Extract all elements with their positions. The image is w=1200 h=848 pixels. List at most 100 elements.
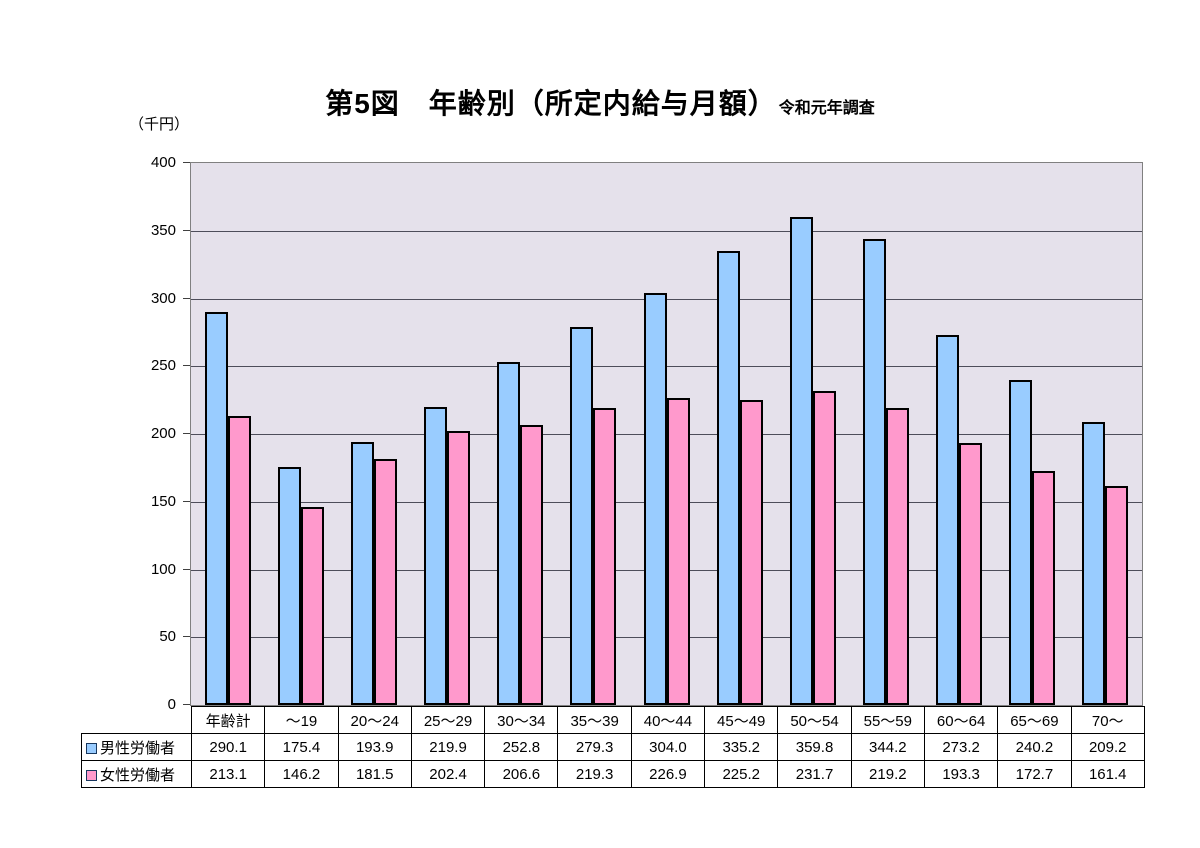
- bar-male-8: [789, 217, 813, 705]
- category-header-cell-10: 60～64: [923, 706, 999, 734]
- category-header-cell-11: 65～69: [997, 706, 1072, 734]
- bar-male-2: [350, 442, 374, 705]
- bar-male-10: [936, 335, 960, 705]
- bar-male-1: [277, 467, 301, 705]
- bar-female-12: [1105, 486, 1129, 705]
- y-axis-tick: [183, 569, 190, 570]
- category-header-cell-9: 55～59: [850, 706, 925, 734]
- y-axis-tick-label: 0: [167, 696, 176, 713]
- value-cell-male-11: 240.2: [997, 733, 1072, 761]
- value-cell-female-8: 231.7: [777, 760, 852, 788]
- series-row-male: 男性労働者 290.1 175.4 193.9 219.9 252.8 279.3 304.0…: [81, 733, 1145, 761]
- bar-male-6: [643, 293, 667, 705]
- value-cell-male-10: 273.2: [923, 733, 999, 761]
- y-axis-tick: [183, 501, 190, 502]
- value-cell-male-4: 252.8: [484, 733, 559, 761]
- bar-female-7: [739, 400, 763, 705]
- legend-label: 女性労働者: [100, 766, 176, 784]
- y-axis-tick-label: 100: [150, 561, 176, 578]
- bar-male-4: [497, 362, 521, 705]
- y-axis-tick-label: 250: [150, 357, 176, 374]
- y-axis-unit-label: （千円）: [129, 116, 190, 133]
- y-axis-tick-label: 150: [150, 493, 176, 510]
- category-header-cell-5: 35～39: [557, 706, 632, 734]
- y-axis-tick-label: 400: [150, 154, 176, 171]
- value-cell-female-0: 213.1: [190, 760, 266, 788]
- category-header-cell-7: 45～49: [704, 706, 779, 734]
- y-axis-tick: [183, 162, 190, 163]
- value-cell-female-9: 219.2: [850, 760, 925, 788]
- value-cell-female-4: 206.6: [484, 760, 559, 788]
- value-cell-female-10: 193.3: [923, 760, 999, 788]
- value-cell-male-6: 304.0: [630, 733, 706, 761]
- category-header-row: 年齢計 ～19 20～24 25～29 30～34 35～39 40～44 45～49 50～5…: [82, 706, 1145, 734]
- value-cell-male-0: 290.1: [190, 733, 266, 761]
- plot-area: [190, 162, 1143, 706]
- value-cell-male-2: 193.9: [337, 733, 412, 761]
- bar-female-10: [959, 443, 983, 705]
- y-axis-tick: [183, 230, 190, 231]
- y-axis-tick: [183, 636, 190, 637]
- category-header-cell-0: 年齢計: [190, 706, 266, 734]
- category-header-cell-1: ～19: [264, 706, 339, 734]
- legend-marker-icon: [86, 742, 97, 754]
- value-cell-female-3: 202.4: [410, 760, 486, 788]
- value-cell-female-7: 225.2: [704, 760, 779, 788]
- gridline: [191, 299, 1142, 300]
- legend-cell-male: 男性労働者: [81, 733, 192, 761]
- value-cell-female-1: 146.2: [264, 760, 339, 788]
- y-axis-tick-label: 300: [150, 290, 176, 307]
- value-cell-male-1: 175.4: [264, 733, 339, 761]
- legend-label: 男性労働者: [100, 739, 176, 757]
- y-axis-tick: [183, 298, 190, 299]
- category-header-cell-3: 25～29: [410, 706, 486, 734]
- category-header-cell-2: 20～24: [337, 706, 412, 734]
- bar-female-8: [812, 391, 836, 705]
- y-axis-tick-label: 50: [159, 628, 176, 645]
- value-cell-female-6: 226.9: [630, 760, 706, 788]
- data-table: 年齢計 ～19 20～24 25～29 30～34 35～39 40～44 45～49 50～5…: [81, 706, 1145, 788]
- bar-male-12: [1082, 422, 1106, 705]
- value-cell-female-2: 181.5: [337, 760, 412, 788]
- chart-title-main: 第5図 年齢別（所定内給与月額）: [325, 88, 777, 119]
- chart-title-suffix: 令和元年調査: [778, 100, 875, 117]
- gridline: [191, 231, 1142, 232]
- bar-male-3: [424, 407, 447, 705]
- bar-male-9: [863, 239, 886, 705]
- value-cell-male-12: 209.2: [1070, 733, 1145, 761]
- value-cell-male-7: 335.2: [704, 733, 779, 761]
- y-axis-tick: [183, 365, 190, 366]
- bar-female-0: [227, 416, 251, 705]
- value-cell-male-5: 279.3: [557, 733, 632, 761]
- value-cell-female-12: 161.4: [1070, 760, 1145, 788]
- bar-male-7: [716, 251, 740, 705]
- bar-female-9: [886, 408, 909, 705]
- bar-female-5: [593, 408, 617, 705]
- category-header-cell-8: 50～54: [777, 706, 852, 734]
- value-cell-male-9: 344.2: [850, 733, 925, 761]
- value-cell-male-3: 219.9: [410, 733, 486, 761]
- bar-female-4: [520, 425, 544, 705]
- bar-female-11: [1032, 471, 1056, 705]
- table-corner-cell: [82, 707, 192, 734]
- gridline: [191, 366, 1142, 367]
- legend-marker-icon: [86, 769, 97, 781]
- bar-male-11: [1009, 380, 1033, 705]
- bar-female-1: [300, 507, 324, 705]
- bar-female-3: [447, 431, 470, 705]
- value-cell-female-11: 172.7: [997, 760, 1072, 788]
- category-header-cell-6: 40～44: [630, 706, 706, 734]
- category-header-cell-12: 70～: [1070, 706, 1145, 734]
- chart-title: 第5図 年齢別（所定内給与月額） 令和元年調査: [0, 82, 1200, 122]
- value-cell-male-8: 359.8: [777, 733, 852, 761]
- category-header-cell-4: 30～34: [484, 706, 559, 734]
- bar-female-6: [666, 398, 690, 705]
- value-cell-female-5: 219.3: [557, 760, 632, 788]
- y-axis-tick: [183, 433, 190, 434]
- y-axis-tick-label: 200: [150, 425, 176, 442]
- bar-female-2: [373, 459, 397, 705]
- series-row-female: 女性労働者 213.1 146.2 181.5 202.4 206.6 219.3 226.9…: [81, 760, 1145, 788]
- y-axis-tick: [183, 704, 190, 705]
- y-axis-tick-label: 350: [150, 222, 176, 239]
